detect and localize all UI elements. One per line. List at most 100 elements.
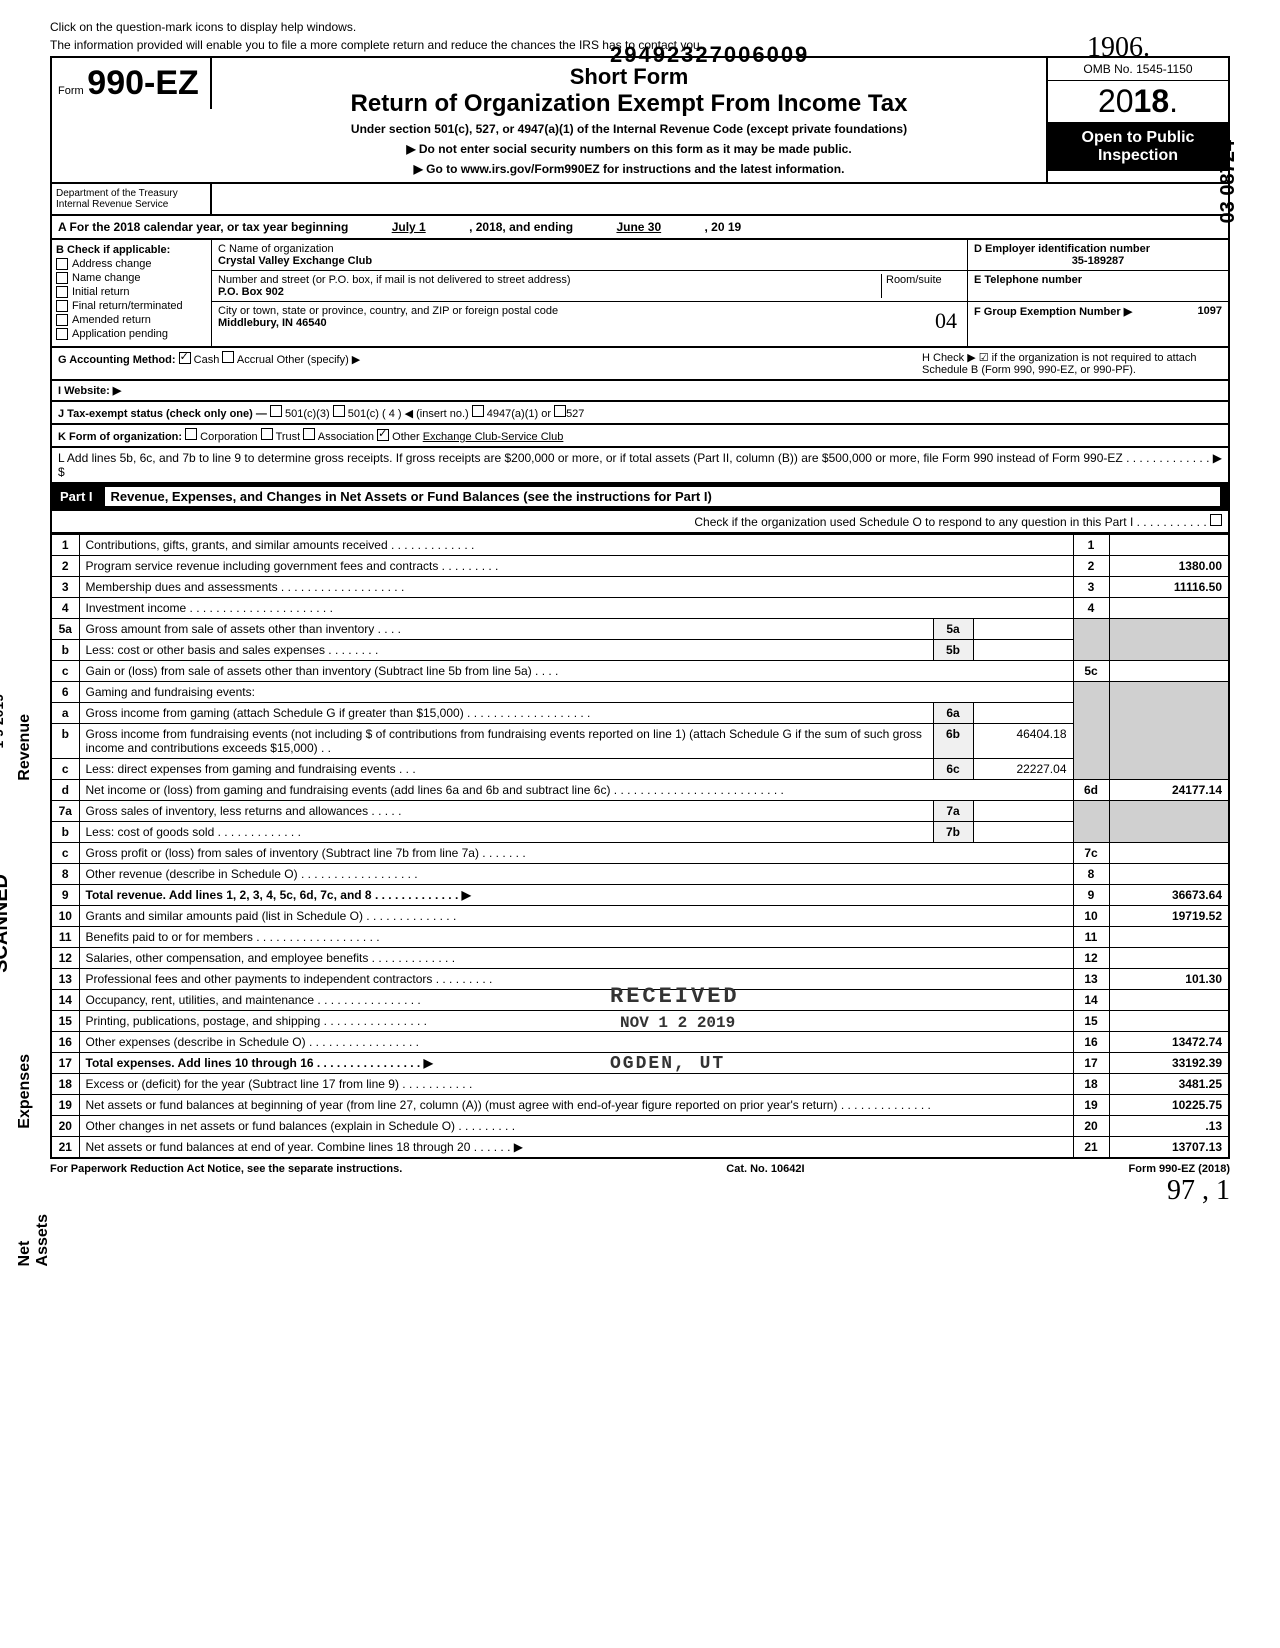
help-instruction-1: Click on the question-mark icons to disp… [50, 20, 1230, 34]
line-14: 14Occupancy, rent, utilities, and mainte… [51, 990, 1229, 1011]
main-title: Return of Organization Exempt From Incom… [222, 90, 1036, 118]
col-c-org-info: C Name of organizationCrystal Valley Exc… [212, 240, 968, 346]
part1-title: Revenue, Expenses, and Changes in Net As… [105, 487, 1220, 506]
dept-row: Department of the Treasury Internal Reve… [50, 184, 1230, 216]
d-ein: 35-189287 [974, 255, 1222, 267]
row-j: J Tax-exempt status (check only one) — 5… [50, 402, 1230, 425]
cb-address-change[interactable]: Address change [56, 258, 207, 270]
side-scanned: SCANNED [0, 874, 13, 973]
side-revenue: Revenue [16, 714, 34, 781]
right-header-cell: OMB No. 1545-1150 2018. Open to Public I… [1048, 58, 1228, 171]
section-a-taxyear: A For the 2018 calendar year, or tax yea… [50, 216, 1230, 240]
dln-number: 29492327006009 [610, 42, 809, 68]
c-street: P.O. Box 902 [218, 286, 284, 298]
line-7c: cGross profit or (loss) from sales of in… [51, 843, 1229, 864]
col-de: D Employer identification number35-18928… [968, 240, 1228, 346]
info-grid: B Check if applicable: Address change Na… [50, 240, 1230, 348]
line-11: 11Benefits paid to or for members . . . … [51, 927, 1229, 948]
tax-end-month: June 30 [576, 220, 701, 234]
side-expenses: Expenses [16, 1054, 34, 1129]
line-12: 12Salaries, other compensation, and empl… [51, 948, 1229, 969]
c-hand: 04 [935, 308, 957, 334]
tax-begin: July 1 [352, 220, 466, 234]
line-2: 2Program service revenue including gover… [51, 556, 1229, 577]
cb-initial-return[interactable]: Initial return [56, 286, 207, 298]
line-6c: cLess: direct expenses from gaming and f… [51, 759, 1229, 780]
c-city: Middlebury, IN 46540 [218, 317, 327, 329]
cb-527[interactable] [554, 405, 566, 417]
form-number: 990-EZ [87, 64, 199, 102]
line-15: 15Printing, publications, postage, and s… [51, 1011, 1229, 1032]
d-label: D Employer identification number [974, 243, 1150, 255]
row-g-h: G Accounting Method: Cash Accrual Other … [50, 348, 1230, 381]
f-label: F Group Exemption Number ▶ [974, 306, 1132, 318]
line-7a: 7aGross sales of inventory, less returns… [51, 801, 1229, 822]
side-netassets: Net Assets [16, 1214, 52, 1266]
col-b-checkboxes: B Check if applicable: Address change Na… [52, 240, 212, 346]
cb-amended[interactable]: Amended return [56, 314, 207, 326]
form-number-cell: Form 990-EZ [52, 58, 212, 109]
cb-accrual[interactable] [222, 351, 234, 363]
footer-left: For Paperwork Reduction Act Notice, see … [50, 1163, 402, 1175]
line-16: 16Other expenses (describe in Schedule O… [51, 1032, 1229, 1053]
form-page: 29492327006009 1906. 03 08724 Click on t… [50, 20, 1230, 1207]
line-5b: bLess: cost or other basis and sales exp… [51, 640, 1229, 661]
cb-app-pending[interactable]: Application pending [56, 328, 207, 340]
cb-final-return[interactable]: Final return/terminated [56, 300, 207, 312]
side-scan-date: 1 9 2019 [0, 694, 6, 749]
goto-link: ▶ Go to www.irs.gov/Form990EZ for instru… [222, 162, 1036, 176]
line-1: 1Contributions, gifts, grants, and simil… [51, 535, 1229, 556]
c-street-label: Number and street (or P.O. box, if mail … [218, 274, 571, 286]
line-5c: cGain or (loss) from sale of assets othe… [51, 661, 1229, 682]
spacer [212, 184, 1228, 214]
subtitle: Under section 501(c), 527, or 4947(a)(1)… [222, 122, 1036, 136]
c-name: Crystal Valley Exchange Club [218, 255, 372, 267]
line-8: 8Other revenue (describe in Schedule O) … [51, 864, 1229, 885]
line-19: 19Net assets or fund balances at beginni… [51, 1095, 1229, 1116]
cb-501c3[interactable] [270, 405, 282, 417]
line-6d: dNet income or (loss) from gaming and fu… [51, 780, 1229, 801]
title-cell: Short Form Return of Organization Exempt… [212, 58, 1048, 182]
handwritten-year: 1906. [1087, 32, 1150, 64]
line-7b: bLess: cost of goods sold . . . . . . . … [51, 822, 1229, 843]
cb-corp[interactable] [185, 428, 197, 440]
line-13: 13Professional fees and other payments t… [51, 969, 1229, 990]
e-label: E Telephone number [974, 274, 1082, 286]
table-wrap: Revenue Expenses Net Assets SCANNED 1 9 … [50, 534, 1230, 1159]
row-i: I Website: ▶ [50, 381, 1230, 402]
line-18: 18Excess or (deficit) for the year (Subt… [51, 1074, 1229, 1095]
footer-mid: Cat. No. 10642I [726, 1163, 804, 1175]
k-other-val: Exchange Club-Service Club [423, 431, 564, 443]
c-name-label: C Name of organization [218, 243, 334, 255]
cb-name-change[interactable]: Name change [56, 272, 207, 284]
open-public-badge: Open to Public Inspection [1048, 123, 1228, 171]
cb-schedule-o[interactable] [1210, 514, 1222, 526]
footer-right: Form 990-EZ (2018) [1129, 1163, 1230, 1175]
line-17: 17Total expenses. Add lines 10 through 1… [51, 1053, 1229, 1074]
dept-treasury: Department of the Treasury Internal Reve… [52, 184, 212, 214]
row-k: K Form of organization: Corporation Trus… [50, 425, 1230, 448]
cb-other-org[interactable] [377, 429, 389, 441]
f-value: 1097 [1198, 305, 1222, 317]
line-20: 20Other changes in net assets or fund ba… [51, 1116, 1229, 1137]
row-l: L Add lines 5b, 6c, and 7b to line 9 to … [50, 448, 1230, 484]
line-10: 10Grants and similar amounts paid (list … [51, 906, 1229, 927]
form-label: Form [58, 85, 84, 97]
part1-header: Part I Revenue, Expenses, and Changes in… [50, 484, 1230, 511]
b-label: B Check if applicable: [56, 244, 207, 256]
tax-year: 2018. [1048, 81, 1228, 123]
cb-501c[interactable] [333, 405, 345, 417]
line-3: 3Membership dues and assessments . . . .… [51, 577, 1229, 598]
cb-trust[interactable] [261, 428, 273, 440]
cb-assoc[interactable] [303, 428, 315, 440]
c-room-label: Room/suite [886, 274, 942, 286]
line-9: 9Total revenue. Add lines 1, 2, 3, 4, 5c… [51, 885, 1229, 906]
c-city-label: City or town, state or province, country… [218, 305, 558, 317]
cb-4947[interactable] [472, 405, 484, 417]
cb-cash[interactable] [179, 352, 191, 364]
line-6: 6Gaming and fundraising events: [51, 682, 1229, 703]
side-stamp: 03 08724 [1217, 140, 1240, 223]
line-4: 4Investment income . . . . . . . . . . .… [51, 598, 1229, 619]
line-21: 21Net assets or fund balances at end of … [51, 1137, 1229, 1159]
tax-end-year: , 20 19 [704, 220, 741, 234]
